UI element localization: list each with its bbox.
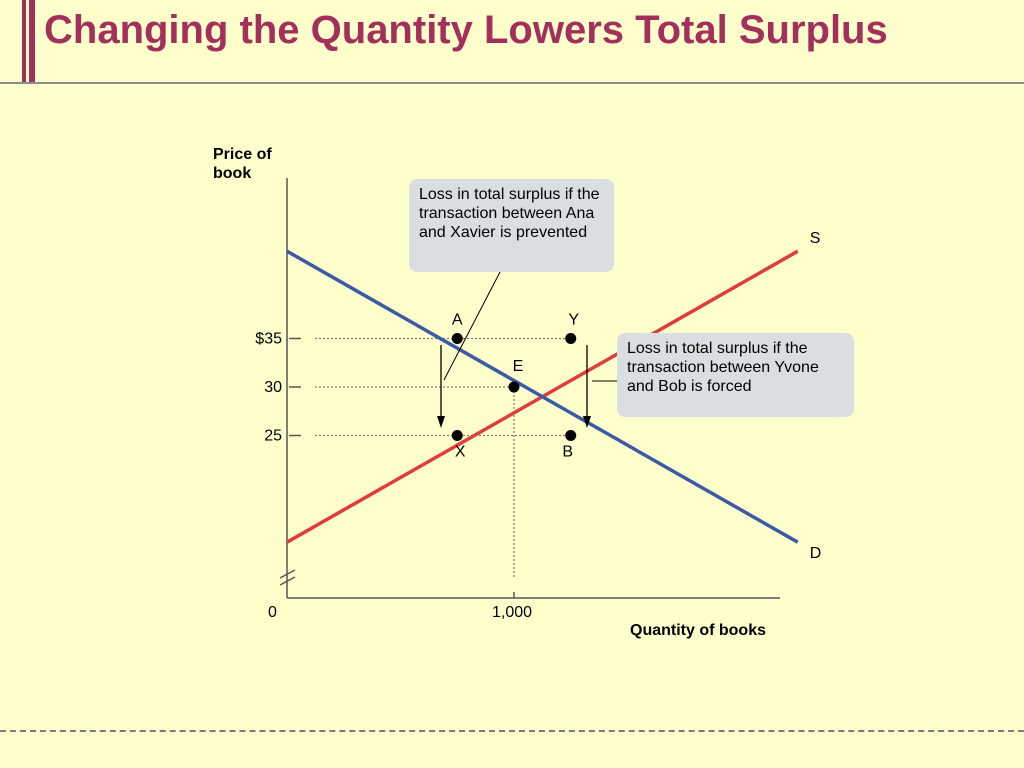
y-tick-label: 30 bbox=[264, 379, 282, 396]
x-tick-label-0: 0 bbox=[268, 604, 277, 621]
x-axis-label: Quantity of books bbox=[630, 622, 766, 639]
x-tick-label-1000: 1,000 bbox=[492, 604, 532, 621]
y-axis-label-line1: Price of bbox=[213, 146, 272, 163]
y-axis-label-line2: book bbox=[213, 165, 251, 182]
arrowhead-a-to-x bbox=[437, 416, 445, 428]
arrowhead-y-to-b bbox=[583, 416, 591, 428]
point-label-e: E bbox=[513, 358, 524, 375]
point-label-x: X bbox=[455, 444, 466, 461]
title-divider bbox=[0, 82, 1024, 84]
slide-title: Changing the Quantity Lowers Total Surpl… bbox=[44, 8, 888, 52]
point-a bbox=[451, 333, 463, 344]
y-tick-label: $35 bbox=[255, 331, 282, 348]
y-tick-label: 25 bbox=[264, 428, 282, 445]
callout-forced-transaction: Loss in total surplus if the transaction… bbox=[617, 333, 854, 417]
point-label-y: Y bbox=[568, 312, 579, 329]
axis-break-mark-1 bbox=[279, 569, 296, 579]
axis-break-mark-2 bbox=[279, 576, 296, 586]
point-label-a: A bbox=[452, 312, 463, 329]
point-y bbox=[565, 333, 577, 344]
point-label-b: B bbox=[562, 444, 573, 461]
demand-label: D bbox=[810, 545, 822, 562]
title-accent-bar-thick bbox=[29, 0, 35, 82]
footer-divider bbox=[0, 730, 1024, 732]
point-x bbox=[451, 430, 463, 441]
callout-prevented-transaction: Loss in total surplus if the transaction… bbox=[409, 179, 614, 272]
demand-curve bbox=[286, 249, 799, 544]
title-accent-bar bbox=[22, 0, 26, 82]
supply-label: S bbox=[810, 230, 821, 247]
point-e bbox=[508, 381, 520, 393]
point-b bbox=[565, 430, 577, 441]
callout-1-leader bbox=[443, 271, 501, 381]
